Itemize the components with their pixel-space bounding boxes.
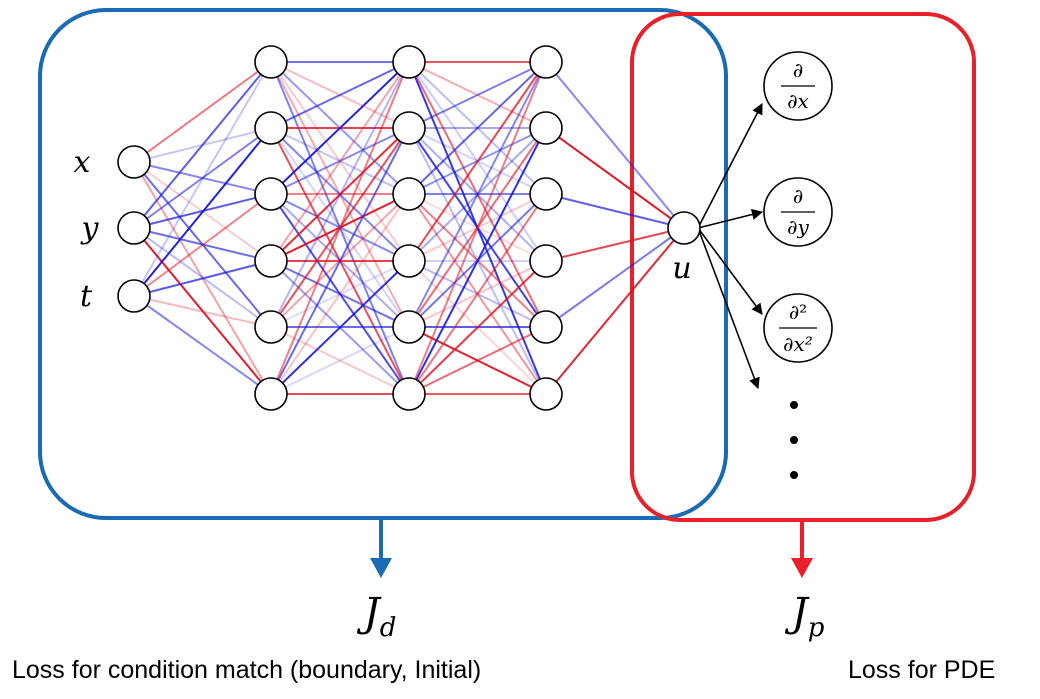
hidden-node [254, 45, 288, 79]
network-edge [408, 61, 547, 262]
network-edge [133, 260, 272, 297]
network-edge [408, 193, 547, 395]
derivative-arrows [697, 103, 764, 390]
hidden-node [254, 310, 288, 344]
network-edge [545, 227, 685, 395]
network-edge [270, 260, 410, 328]
derivative-arrow [697, 227, 760, 390]
network-edge [408, 61, 547, 129]
input-node [117, 145, 151, 179]
network-nodes [117, 45, 701, 411]
network-edge [270, 61, 410, 262]
derivative-node-dxx: ∂² ∂x² [763, 293, 833, 363]
network-edge [133, 227, 272, 395]
network-edge [270, 61, 410, 328]
loss-pde-caption: Loss for PDE [848, 656, 995, 684]
derivative-node-dy: ∂ ∂y [763, 177, 833, 247]
network-edge [270, 61, 410, 129]
hidden-node [529, 310, 563, 344]
network-edge [133, 61, 272, 163]
network-edge [133, 61, 272, 229]
svg-text:∂x: ∂x [787, 89, 809, 113]
network-edge [270, 193, 410, 395]
svg-text:∂y: ∂y [787, 215, 809, 239]
data-loss-arrow [370, 518, 392, 578]
network-edge [133, 127, 272, 297]
network-edge [545, 227, 685, 328]
svg-text:∂: ∂ [793, 58, 803, 82]
svg-text:∂x²: ∂x² [783, 332, 813, 356]
input-label-x: x [74, 145, 91, 180]
network-edge [270, 61, 410, 195]
network-edges [133, 61, 685, 395]
network-edge [270, 127, 410, 195]
svg-text:∂²: ∂² [789, 300, 807, 324]
network-edge [270, 260, 410, 395]
network-edge [408, 260, 547, 395]
loss-data-symbol: Jd [357, 590, 397, 643]
network-edge [408, 127, 547, 395]
hidden-node [392, 177, 426, 211]
derivative-arrow [697, 103, 763, 229]
hidden-node [529, 177, 563, 211]
loss-data-caption: Loss for condition match (boundary, Init… [12, 656, 481, 684]
input-label-t: t [80, 279, 93, 314]
network-edge [545, 193, 685, 229]
hidden-node [254, 377, 288, 411]
network-edge [270, 326, 410, 395]
network-edge [133, 127, 272, 229]
network-edge [270, 260, 410, 328]
network-edge [133, 295, 272, 395]
network-edge [270, 127, 410, 262]
loss-pde-symbol: Jp [785, 590, 825, 643]
network-edge [408, 326, 547, 395]
hidden-node [392, 111, 426, 145]
hidden-node [529, 111, 563, 145]
hidden-node [392, 377, 426, 411]
network-edge [545, 61, 685, 229]
hidden-node [529, 45, 563, 79]
derivative-arrow [697, 209, 764, 229]
input-label-y: y [80, 211, 100, 246]
network-edge [408, 61, 547, 195]
more-derivatives-ellipsis [790, 401, 798, 479]
hidden-node [254, 177, 288, 211]
output-label-u: u [672, 251, 691, 286]
input-node [117, 279, 151, 313]
hidden-node [254, 111, 288, 145]
network-edge [408, 61, 547, 328]
hidden-node [254, 244, 288, 278]
pde-loss-arrow [791, 520, 813, 578]
derivative-arrow [697, 227, 763, 315]
network-edge [270, 127, 410, 395]
network-edge [545, 227, 685, 262]
network-edge [133, 295, 272, 328]
hidden-node [392, 244, 426, 278]
hidden-node [392, 310, 426, 344]
hidden-node [529, 244, 563, 278]
derivative-node-dx: ∂ ∂x [763, 51, 833, 121]
hidden-node [529, 377, 563, 411]
svg-text:∂: ∂ [793, 184, 803, 208]
network-edge [133, 61, 272, 297]
network-edge [545, 127, 685, 229]
hidden-node [392, 45, 426, 79]
network-edge [408, 61, 547, 395]
output-node [667, 211, 701, 245]
input-node [117, 211, 151, 245]
network-edge [133, 193, 272, 297]
network-edge [270, 61, 410, 395]
